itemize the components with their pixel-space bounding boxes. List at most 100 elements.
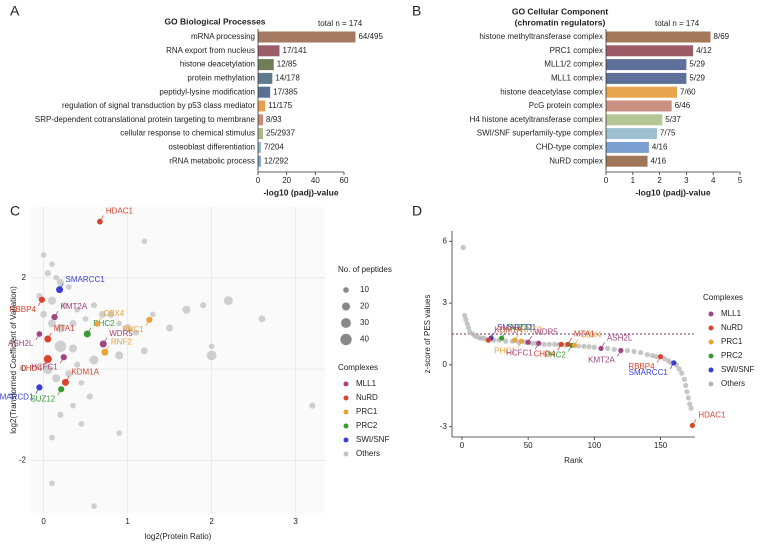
point <box>518 338 525 344</box>
bar-label: 12/85 <box>277 60 298 69</box>
point-label: CHD4 <box>533 349 555 358</box>
leader-line <box>65 376 70 383</box>
leader-line <box>517 341 522 348</box>
leader-line <box>557 344 562 351</box>
category-label: MLL1/2 complex <box>544 60 603 69</box>
point-label: HCFC1 <box>31 362 58 371</box>
x-tick-label: 0 <box>256 176 261 185</box>
point-label: PHC1 <box>122 325 144 334</box>
point-label: CBX4 <box>580 330 601 339</box>
point <box>78 379 85 386</box>
point <box>94 321 101 327</box>
x-axis-label: -log10 (padj)-value <box>263 187 338 197</box>
leader-line <box>97 317 102 325</box>
legend-label: NuRD <box>356 393 378 402</box>
point <box>70 402 76 409</box>
point <box>40 252 47 258</box>
bar <box>258 155 261 167</box>
point-label: CHD4 <box>20 364 42 373</box>
point-label: RBBP4 <box>10 305 37 314</box>
point <box>65 284 72 290</box>
category-label: histone methyltransferase complex <box>479 32 603 41</box>
point <box>529 340 535 346</box>
point <box>591 344 597 350</box>
point <box>644 352 650 358</box>
point <box>123 324 132 333</box>
leader-line <box>104 346 109 353</box>
panel-label: C <box>10 203 20 219</box>
point-label: PHC1 <box>494 346 516 355</box>
point <box>552 341 558 347</box>
legend-marker <box>708 311 714 317</box>
x-tick-label: 100 <box>588 441 602 450</box>
point <box>638 349 644 356</box>
x-axis-label: log2(Protein Ratio) <box>145 532 212 541</box>
legend-size <box>341 318 351 328</box>
category-label: rRNA metabolic process <box>169 156 255 165</box>
point <box>461 312 468 319</box>
point <box>43 355 52 364</box>
x-tick-label: 0 <box>460 441 465 450</box>
point <box>653 354 660 360</box>
leader-line <box>669 362 675 370</box>
point <box>631 348 637 355</box>
bar-label: 5/29 <box>689 60 705 69</box>
bar <box>606 128 657 140</box>
point <box>141 238 148 245</box>
legend-label: PRC1 <box>721 337 743 346</box>
legend-marker <box>343 451 349 457</box>
point <box>309 402 316 409</box>
point-label: HDAC1 <box>698 411 726 420</box>
bar-label: 8/69 <box>714 32 730 41</box>
leader-line <box>35 387 40 394</box>
point <box>687 401 693 407</box>
x-tick-label: 5 <box>738 176 743 185</box>
x-tick-label: 4 <box>711 176 716 185</box>
bar-label: 8/93 <box>266 115 282 124</box>
bar-label: 7/75 <box>660 129 676 138</box>
point <box>74 306 81 313</box>
point-label: MTA1 <box>54 324 75 333</box>
point <box>61 302 68 309</box>
point <box>44 270 51 277</box>
point <box>91 503 97 509</box>
y-tick-label: -3 <box>440 422 448 431</box>
y-axis-label: z-score of PES values <box>423 295 432 374</box>
point <box>58 386 65 393</box>
chart-title: GO Cellular Component <box>512 6 609 16</box>
point-label: RNF2 <box>521 325 542 334</box>
point <box>107 310 115 318</box>
point <box>182 305 191 314</box>
y-tick-label: 6 <box>443 236 448 245</box>
leader-line <box>501 331 506 339</box>
point <box>541 341 547 347</box>
legend-marker <box>708 339 714 345</box>
x-axis-label: -log10 (padj)-value <box>635 187 710 197</box>
point <box>140 347 148 355</box>
point-label: KMT2A <box>588 356 615 365</box>
point <box>464 321 470 327</box>
point-label: SMARCC1 <box>629 368 669 377</box>
leader-line <box>145 319 150 326</box>
point-label: SMARCD1 <box>0 393 34 402</box>
category-label: SRP-dependent cotranslational protein ta… <box>35 115 256 124</box>
legend-label: NuRD <box>721 323 743 332</box>
legend-title: No. of peptides <box>338 265 392 274</box>
bar-label: 7/204 <box>264 143 285 152</box>
bar-label: 7/60 <box>680 87 696 96</box>
point <box>74 361 81 368</box>
bar <box>606 59 687 71</box>
leader-line <box>567 345 573 352</box>
x-tick-label: 1 <box>125 517 130 526</box>
point <box>683 382 689 389</box>
point-label: KDM1A <box>71 367 99 376</box>
leader-line <box>600 342 605 349</box>
category-label: PcG protein complex <box>529 101 603 110</box>
bar <box>606 45 694 57</box>
point <box>463 316 469 323</box>
point <box>604 345 611 352</box>
point <box>56 278 64 286</box>
point <box>36 384 43 391</box>
x-axis-label: Rank <box>564 456 584 465</box>
leader-line <box>57 389 62 396</box>
